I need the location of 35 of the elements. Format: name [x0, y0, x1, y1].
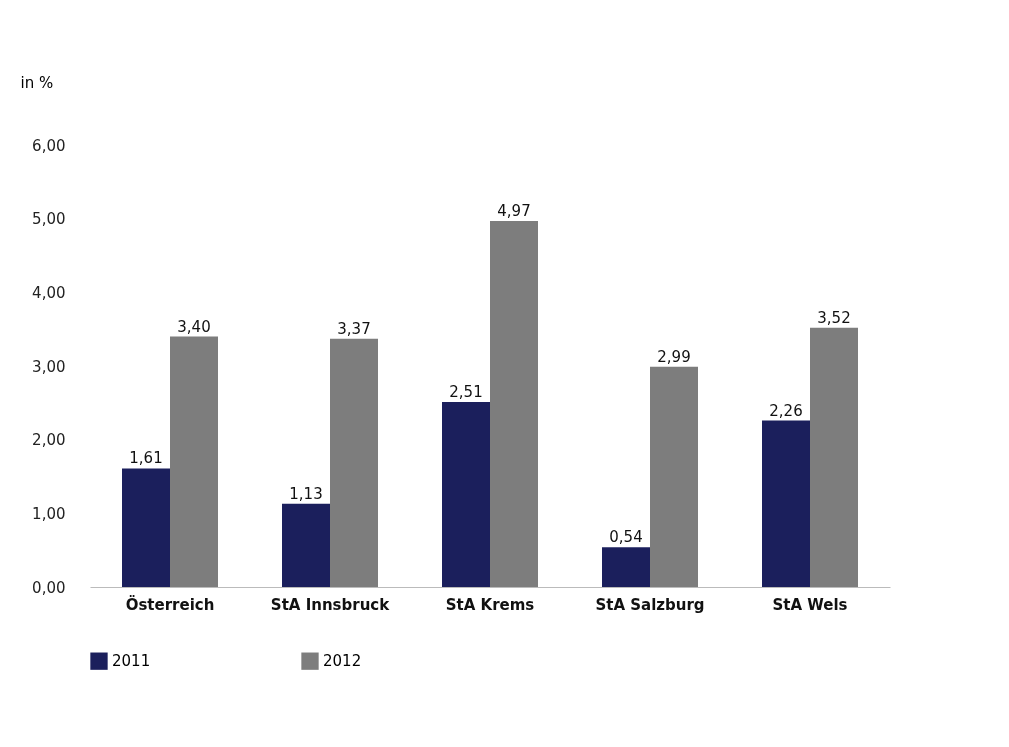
y-tick-label: 1,00 — [32, 504, 66, 523]
data-label: 1,13 — [289, 484, 323, 503]
data-label: 3,52 — [817, 308, 851, 327]
bar — [330, 338, 378, 587]
bar — [442, 402, 490, 587]
data-label: 4,97 — [497, 201, 531, 220]
x-tick-label: StA Salzburg — [595, 595, 705, 614]
data-label: 3,40 — [177, 317, 211, 336]
bar — [602, 547, 650, 587]
legend-label: 2012 — [323, 652, 362, 671]
bar — [282, 503, 330, 587]
y-tick-label: 4,00 — [32, 283, 66, 302]
y-tick-label: 2,00 — [32, 431, 66, 450]
bar — [490, 220, 538, 587]
bar — [122, 468, 170, 587]
x-tick-label: Österreich — [125, 594, 215, 614]
data-label: 2,99 — [657, 347, 691, 366]
bar — [810, 327, 858, 587]
bar — [650, 366, 698, 587]
bar — [170, 336, 218, 587]
x-tick-label: StA Innsbruck — [270, 595, 391, 614]
x-tick-label: StA Wels — [772, 595, 848, 614]
bar — [762, 420, 810, 587]
y-tick-label: 3,00 — [32, 357, 66, 376]
data-label: 0,54 — [609, 528, 643, 547]
y-tick-label: 0,00 — [32, 578, 66, 597]
data-label: 2,26 — [769, 401, 803, 420]
data-label: 2,51 — [449, 383, 483, 402]
data-label: 1,61 — [129, 449, 163, 468]
y-tick-label: 6,00 — [32, 136, 66, 155]
legend-label: 2011 — [112, 652, 151, 671]
y-axis-title: in % — [20, 73, 54, 92]
x-tick-label: StA Krems — [445, 595, 535, 614]
data-label: 3,37 — [337, 319, 371, 338]
y-tick-label: 5,00 — [32, 210, 66, 229]
